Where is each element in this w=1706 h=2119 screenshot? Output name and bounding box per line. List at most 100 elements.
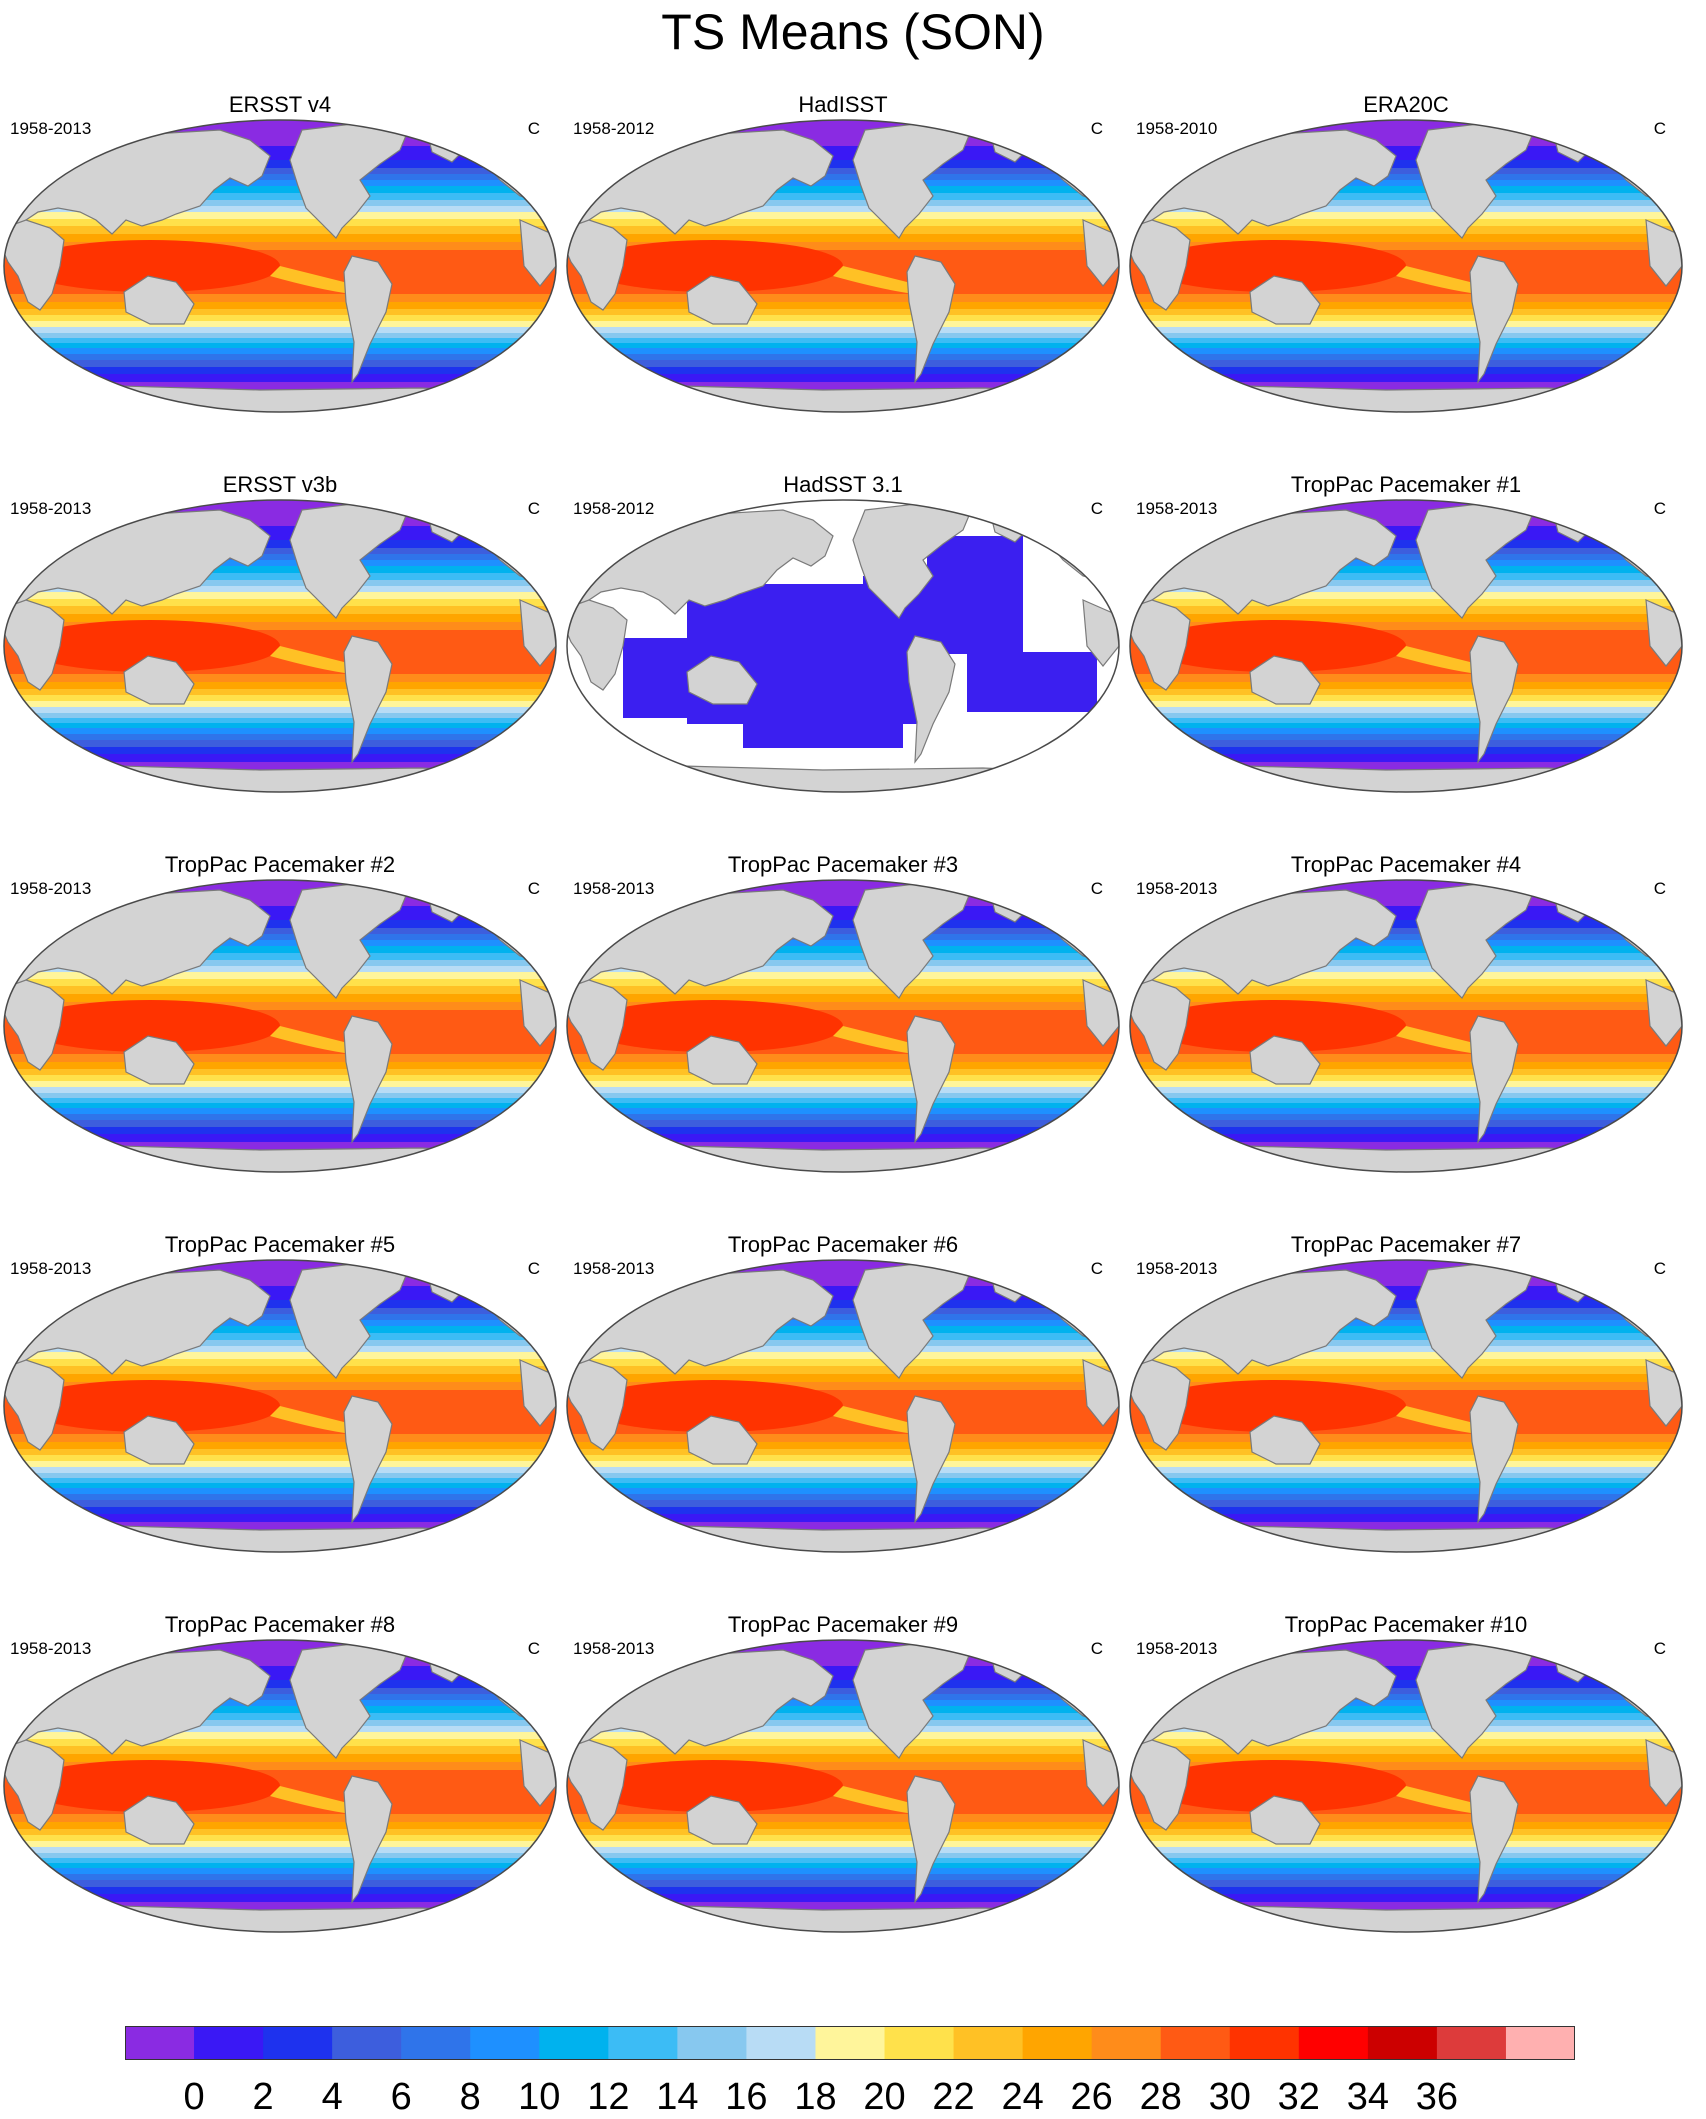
sst-band: [4, 1366, 556, 1375]
sst-band: [567, 1732, 1119, 1740]
sst-band: [1130, 1726, 1682, 1733]
sst-band: [4, 934, 556, 941]
warm-pool: [1146, 240, 1406, 292]
map-frame: [3, 1259, 557, 1553]
land-africa: [4, 1359, 65, 1451]
sst-band: [4, 1326, 556, 1334]
colorbar-tick-label: 30: [1208, 2076, 1251, 2118]
sst-band: [1130, 689, 1682, 696]
sst-band: [567, 1894, 1119, 1903]
sst-band: [1130, 242, 1682, 251]
sst-band: [4, 953, 556, 961]
sst-band: [567, 1120, 1119, 1128]
sst-band: [1130, 1680, 1682, 1689]
land-africa-e: [1645, 599, 1682, 667]
sst-band: [1130, 234, 1682, 243]
colorbar-swatch: [1091, 2026, 1162, 2060]
sst-band: [567, 1103, 1119, 1109]
land-samerica: [343, 1395, 393, 1524]
sst-band: [567, 1434, 1119, 1443]
sst-band: [4, 1680, 556, 1689]
panel-title: TropPac Pacemaker #1: [1290, 472, 1522, 497]
sst-band: [567, 1108, 1119, 1115]
sst-band: [567, 1739, 1119, 1747]
map-frame: [3, 119, 557, 413]
sst-band: [1130, 1075, 1682, 1082]
sst-band: [1130, 1863, 1682, 1869]
land-australia: [123, 1795, 195, 1845]
land-samerica: [906, 255, 956, 384]
land-africa: [1130, 1359, 1191, 1451]
world-map: [1129, 119, 1683, 413]
land-africa-e: [1645, 1739, 1682, 1807]
sst-band: [567, 1069, 1119, 1076]
sst-band: [1130, 953, 1682, 961]
sst-band: [1130, 1829, 1682, 1836]
colorbar-swatch: [1367, 2026, 1438, 2060]
land-australia: [123, 655, 195, 705]
sst-band: [567, 1467, 1119, 1474]
sst-band: [4, 1081, 556, 1088]
panel-title: TropPac Pacemaker #4: [1290, 852, 1522, 877]
sst-band: [4, 302, 556, 310]
land-australia: [1249, 1795, 1321, 1845]
sst-band: [4, 1103, 556, 1109]
sst-band: [4, 168, 556, 175]
colorbar-tick-label: 18: [794, 2076, 837, 2118]
map-frame: [1129, 879, 1683, 1173]
map-panel: TropPac Pacemaker #1 1958-2013 C: [1126, 472, 1686, 844]
sst-band: [4, 940, 556, 947]
sst-band: [1130, 701, 1682, 708]
map-frame: [3, 1639, 557, 1933]
sst-band: [1130, 599, 1682, 607]
sst-band: [4, 1713, 556, 1721]
sst-band: [4, 1449, 556, 1456]
sst-band: [1130, 1762, 1682, 1771]
cold-tongue: [833, 1786, 915, 1814]
sst-band: [1130, 1739, 1682, 1747]
panel-years: 1958-2013: [10, 1639, 92, 1658]
sst-band: [1130, 747, 1682, 755]
sst-band: [4, 1098, 556, 1104]
sst-band: [567, 343, 1119, 349]
sst-band: [4, 723, 556, 729]
land-samerica: [343, 635, 393, 764]
observed-grid-block: [967, 652, 1097, 712]
sst-band: [1130, 1366, 1682, 1375]
colorbar-swatch: [1436, 2026, 1507, 2060]
colorbar-tick-label: 24: [1001, 2076, 1044, 2118]
sst-band: [4, 1473, 556, 1479]
cold-tongue: [270, 266, 352, 294]
sst-band: [567, 940, 1119, 947]
sst-band: [567, 1500, 1119, 1508]
sst-band: [4, 1333, 556, 1341]
map-frame: [1129, 499, 1683, 793]
sst-band: [1130, 1847, 1682, 1854]
sst-band: [1130, 1732, 1682, 1740]
sst-band: [567, 180, 1119, 187]
sst-band: [4, 994, 556, 1003]
sst-band: [567, 1494, 1119, 1501]
colorbar-tick-label: 16: [725, 2076, 768, 2118]
sst-band: [4, 1054, 556, 1063]
sst-band: [4, 309, 556, 316]
sst-band: [1130, 695, 1682, 702]
map-frame: [3, 879, 557, 1173]
world-map: [1129, 499, 1683, 793]
sst-band: [4, 219, 556, 227]
panel-units: C: [1653, 1639, 1666, 1658]
sst-band: [1130, 1455, 1682, 1462]
sst-band: [1130, 526, 1682, 541]
map-frame: [1129, 119, 1683, 413]
sst-band: [567, 168, 1119, 175]
cold-tongue: [833, 1406, 915, 1434]
sst-band: [567, 1720, 1119, 1727]
world-map: [1129, 1639, 1683, 1933]
sst-band: [4, 674, 556, 683]
sst-band: [4, 1746, 556, 1755]
sst-band: [4, 354, 556, 361]
sst-band: [1130, 966, 1682, 973]
sst-band: [4, 1108, 556, 1115]
panel-title: TropPac Pacemaker #3: [727, 852, 959, 877]
sst-band: [567, 1847, 1119, 1854]
